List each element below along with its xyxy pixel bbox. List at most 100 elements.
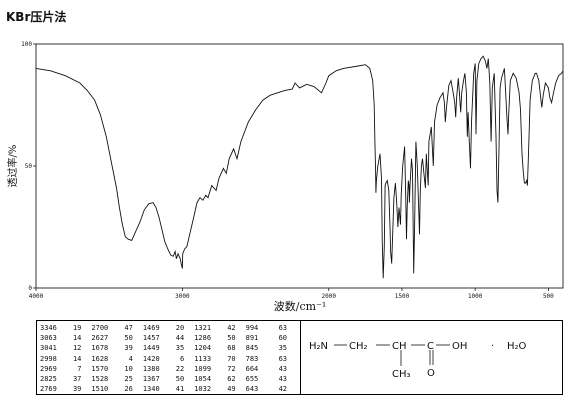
peak-table-row: 2769 39: [40, 384, 91, 394]
peak-wavenumber: 783: [245, 354, 259, 363]
peak-wavenumber: 1449: [142, 344, 160, 353]
peak-transmittance: 35: [278, 344, 288, 353]
peak-table-column: 1469 20 1457 44 1449 35 1420 6 1380 22 1367 50 1340 4…: [143, 323, 194, 394]
x-tick-label: 2000: [322, 293, 337, 300]
y-tick-label: 0: [28, 285, 32, 292]
peak-table-row: 1367 50: [143, 374, 194, 384]
peak-wavenumber: 3041: [40, 344, 57, 353]
peak-wavenumber: 3346: [40, 324, 57, 332]
structure-oh: OH: [452, 341, 467, 352]
x-tick-label: 1500: [395, 293, 410, 300]
peak-table-row: 2700 47: [91, 323, 142, 333]
peak-table-column: 1321 42 1286 50 1204 68 1133 70 1099 72 1054 62 1032…: [194, 323, 245, 394]
peak-table-row: 2998 14: [40, 354, 91, 364]
peak-wavenumber: 1678: [91, 344, 109, 353]
peak-wavenumber: 1469: [142, 324, 160, 332]
peak-transmittance: 63: [278, 324, 288, 332]
structure-ch: CH: [392, 341, 407, 352]
peak-wavenumber: 1628: [91, 354, 109, 363]
peak-transmittance: 72: [227, 364, 236, 373]
peak-wavenumber: 2700: [91, 324, 109, 332]
peak-transmittance: 14: [72, 354, 82, 363]
structure-ch3: CH₃: [392, 369, 411, 380]
peak-table-row: 994 63: [246, 323, 297, 333]
peak-transmittance: 42: [278, 385, 288, 394]
peak-table-row: 1380 22: [143, 364, 194, 374]
peak-wavenumber: 2769: [40, 385, 57, 394]
peak-table-row: 1570 10: [91, 364, 142, 374]
peak-transmittance: 7: [77, 364, 82, 373]
peak-transmittance: 50: [124, 334, 133, 343]
peak-table-row: 643 42: [246, 384, 297, 394]
peak-table-row: 664 43: [246, 364, 297, 374]
peak-transmittance: 35: [175, 344, 185, 353]
peak-transmittance: 41: [175, 385, 185, 394]
peak-table-column: 994 63 891 60 845 35 783 63 664 43 655 43 643 42: [246, 323, 297, 394]
method-label: KBr压片法: [6, 10, 67, 24]
peak-table-row: 1340 41: [143, 384, 194, 394]
peak-wavenumber: 1321: [194, 324, 212, 332]
peak-wavenumber: 1528: [91, 375, 109, 384]
peak-transmittance: 50: [227, 334, 236, 343]
peak-transmittance: 6: [180, 354, 185, 363]
structure-ch2: CH₂: [349, 341, 368, 352]
y-axis-label: 透过率/%: [6, 145, 19, 188]
peak-table-row: 845 35: [246, 343, 297, 353]
x-axis-ticks: 4000 3000 2000 1500 1000 500: [29, 288, 554, 300]
peak-table-row: 1528 25: [91, 374, 142, 384]
peak-transmittance: 60: [278, 334, 288, 343]
peak-table-row: 1054 62: [194, 374, 245, 384]
peak-wavenumber: 891: [245, 334, 259, 343]
peak-table-row: 891 60: [246, 333, 297, 343]
peak-wavenumber: 1133: [194, 354, 212, 363]
plot-frame: [35, 43, 564, 289]
peak-transmittance: 42: [227, 324, 236, 332]
peak-transmittance: 39: [72, 385, 82, 394]
peak-wavenumber: 1380: [142, 364, 160, 373]
peak-table-row: 1469 20: [143, 323, 194, 333]
peak-table-row: 1286 50: [194, 333, 245, 343]
ir-spectrum-chart: 4000 3000 2000 1500 1000 500 0 50 100 透过率/% 波数/…: [6, 41, 564, 313]
peak-transmittance: 12: [72, 344, 82, 353]
peak-wavenumber: 994: [245, 324, 259, 332]
peak-transmittance: 19: [72, 324, 82, 332]
peak-table-row: 1510 26: [91, 384, 142, 394]
peak-wavenumber: 643: [245, 385, 259, 394]
x-tick-label: 1000: [468, 293, 483, 300]
peak-wavenumber: 1510: [91, 385, 109, 394]
peak-table-row: 1133 70: [194, 354, 245, 364]
peak-transmittance: 37: [72, 375, 82, 384]
structure-dot: ·: [491, 341, 494, 352]
spectrum-line: [35, 55, 564, 279]
peak-table-row: 1449 35: [143, 343, 194, 353]
peak-wavenumber: 1420: [142, 354, 160, 363]
peak-transmittance: 26: [124, 385, 133, 394]
peak-wavenumber: 2627: [91, 334, 109, 343]
peak-wavenumber: 1099: [194, 364, 212, 373]
peak-transmittance: 14: [72, 334, 82, 343]
x-tick-label: 500: [543, 293, 554, 300]
x-tick-label: 4000: [29, 293, 44, 300]
peak-table-row: 3063 14: [40, 333, 91, 343]
y-tick-label: 50: [25, 163, 33, 170]
peak-wavenumber: 1340: [142, 385, 160, 394]
peak-wavenumber: 2969: [40, 364, 57, 373]
peak-table-row: 655 43: [246, 374, 297, 384]
peak-wavenumber: 1367: [142, 375, 160, 384]
peak-transmittance: 49: [227, 385, 236, 394]
peak-transmittance: 70: [227, 354, 236, 363]
peak-table-row: 2627 50: [91, 333, 142, 343]
structure-formula: H₂N CH₂ CH C OH CH₃ O · H₂O: [301, 320, 563, 395]
peak-table-row: 1032 49: [194, 384, 245, 394]
y-axis-ticks: 0 50 100: [21, 41, 36, 292]
peak-transmittance: 44: [175, 334, 185, 343]
peak-table-row: 783 63: [246, 354, 297, 364]
peak-wavenumber: 1204: [194, 344, 212, 353]
peak-wavenumber: 1054: [194, 375, 212, 384]
peak-transmittance: 10: [124, 364, 133, 373]
structure-h2o: H₂O: [507, 341, 527, 352]
peak-table-row: 1678 39: [91, 343, 142, 353]
peak-wavenumber: 2825: [40, 375, 57, 384]
peak-transmittance: 63: [278, 354, 288, 363]
peak-table-row: 3346 19: [40, 323, 91, 333]
